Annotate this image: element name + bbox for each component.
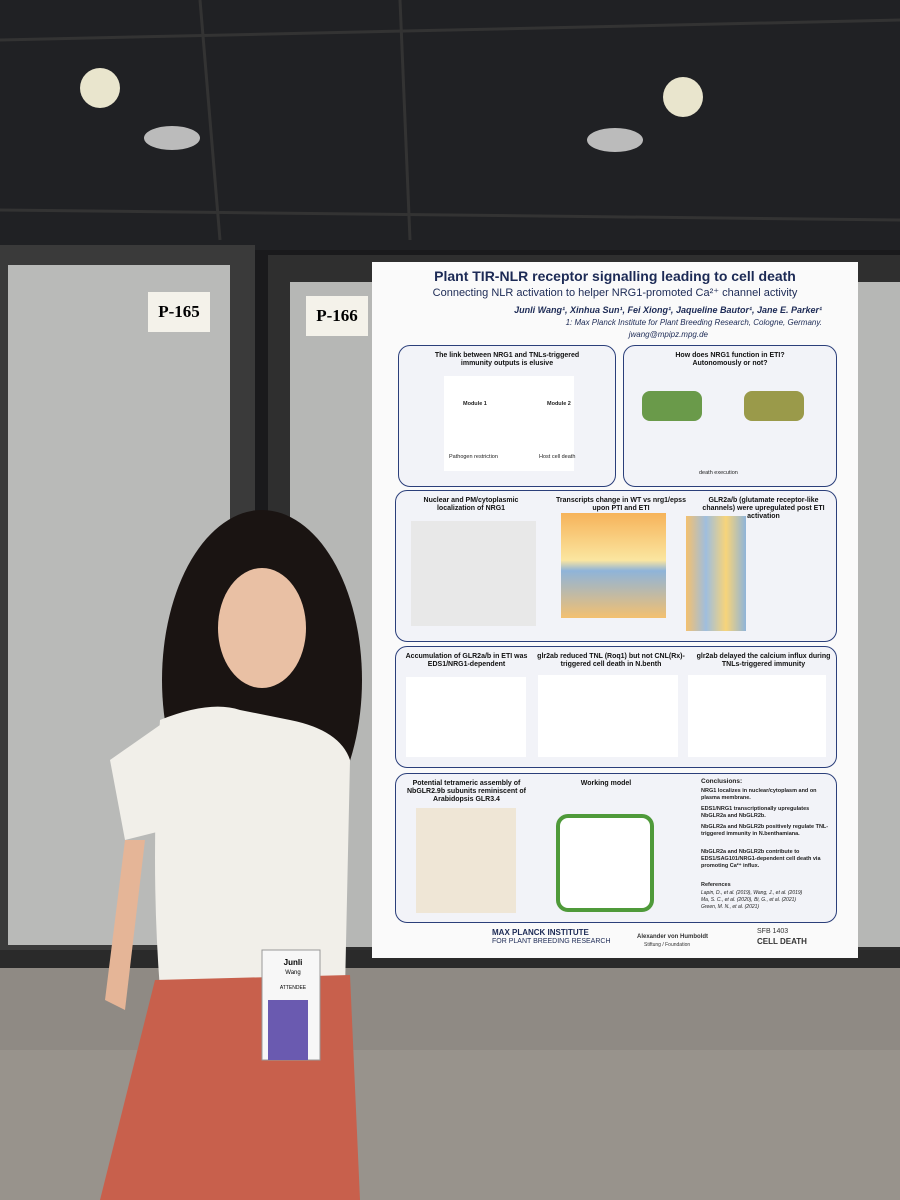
figure (444, 376, 574, 471)
panel: The link between NRG1 and TNLs-triggered… (398, 345, 616, 487)
diagram-label: Module 2 (547, 401, 571, 407)
authors: Junli Wang¹, Xinhua Sun¹, Fei Xiong¹, Ja… (514, 305, 822, 315)
conclusion: NbGLR2a and NbGLR2b positively regulate … (701, 824, 829, 837)
panel-title: Working model (580, 780, 632, 787)
badge-first-name: Junli (283, 958, 303, 967)
booth-sign: P-165 (148, 292, 210, 332)
figure (411, 521, 536, 626)
panel-title: Accumulation of GLR2a/b in ETI was EDS1/… (405, 653, 528, 668)
reference: Lapin, D., et al. (2019), Wang, J., et a… (701, 890, 803, 896)
diagram-label: death execution (699, 470, 738, 476)
booth-sign: P-166 (306, 296, 368, 336)
figure (744, 391, 804, 421)
panel: Accumulation of GLR2a/b in ETI was EDS1/… (395, 646, 837, 768)
panel-title: Potential tetrameric assembly of NbGLR2.… (406, 780, 526, 803)
badge-last-name: Wang (285, 970, 301, 976)
logo-text: MAX PLANCK INSTITUTE (492, 928, 589, 937)
poster-title: Plant TIR-NLR receptor signalling leadin… (434, 268, 796, 284)
panel-title: Nuclear and PM/cytoplasmic localization … (423, 497, 519, 512)
conclusion: NRG1 localizes in nuclear/cytoplasm and … (701, 788, 817, 801)
conclusion: EDS1/NRG1 transcriptionally upregulates … (701, 806, 810, 819)
logo-text: Alexander von Humboldt (637, 934, 709, 940)
affiliation: 1: Max Planck Institute for Plant Breedi… (565, 318, 822, 327)
panel-title: The link between NRG1 and TNLs-triggered… (434, 352, 580, 367)
logo-text: FOR PLANT BREEDING RESEARCH (492, 938, 611, 945)
poster: Plant TIR-NLR receptor signalling leadin… (372, 262, 858, 958)
reference: Ma, S. C., et al. (2020), Bi, G., et al.… (701, 897, 797, 903)
diagram-label: Pathogen restriction (449, 454, 498, 460)
panel-title: glr2ab reduced TNL (Roq1) but not CNL(Rx… (537, 653, 685, 668)
figure (688, 675, 826, 757)
poster-subtitle: Connecting NLR activation to helper NRG1… (432, 287, 798, 299)
panel: How does NRG1 function in ETI? Autonomou… (623, 345, 837, 487)
references-title: References (701, 882, 731, 888)
panel-title: How does NRG1 function in ETI? Autonomou… (675, 352, 785, 367)
figure (556, 814, 654, 912)
figure (538, 675, 678, 757)
figure (406, 677, 526, 757)
figure (416, 808, 516, 913)
panel: Potential tetrameric assembly of NbGLR2.… (395, 773, 837, 923)
panel-title: GLR2a/b (glutamate receptor-like channel… (702, 497, 825, 520)
logo-text: SFB 1403 (757, 928, 789, 935)
panel-title: glr2ab delayed the calcium influx during… (696, 653, 831, 668)
panel-title: Transcripts change in WT vs nrg1/epss up… (556, 497, 686, 512)
conclusions-title: Conclusions: (701, 778, 743, 785)
diagram-label: Module 1 (463, 401, 487, 407)
heatmap (561, 513, 666, 618)
logo-text: CELL DEATH (757, 937, 807, 946)
panel: Nuclear and PM/cytoplasmic localization … (395, 490, 837, 642)
heatmap (686, 516, 746, 631)
logo-text: Stiftung / Foundation (644, 942, 691, 948)
reference: Green, M. N., et al. (2021) (701, 904, 760, 910)
diagram-label: Host cell death (539, 454, 576, 460)
figure (642, 391, 702, 421)
badge-role: ATTENDEE (279, 985, 307, 991)
conclusion: NbGLR2a and NbGLR2b contribute to EDS1/S… (701, 849, 821, 869)
email: jwang@mpipz.mpg.de (628, 330, 708, 339)
